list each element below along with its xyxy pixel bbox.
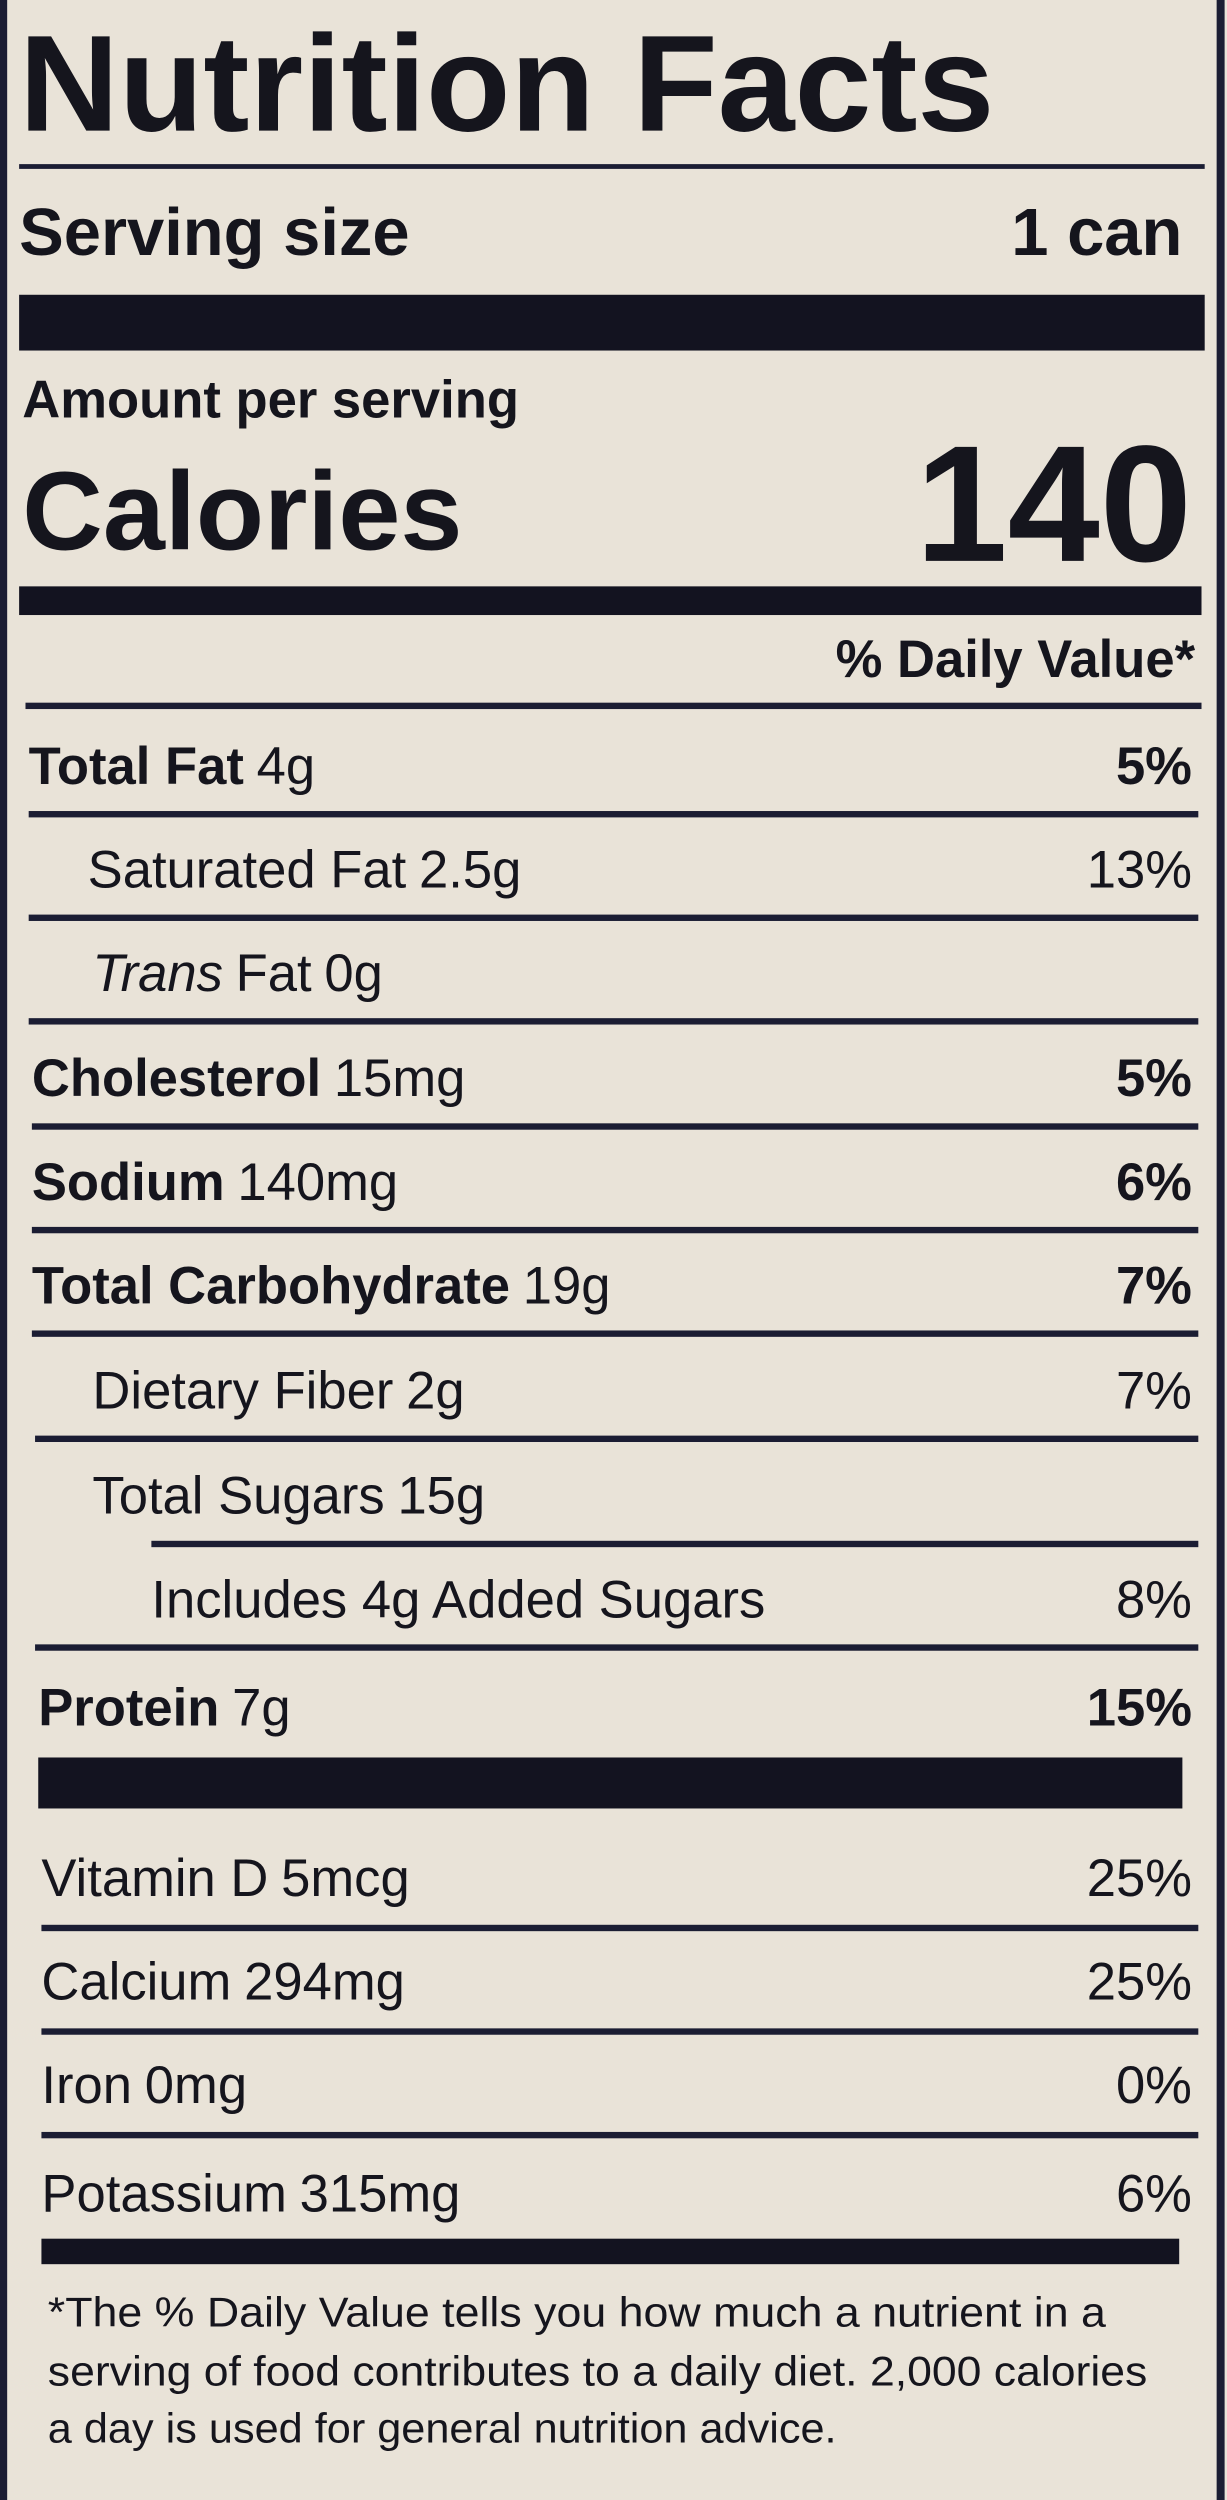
nutrient-row: Iron 0mg	[41, 2056, 247, 2115]
nutrient-name: Includes 4g Added Sugars	[151, 1570, 765, 1629]
rule	[25, 702, 1202, 710]
nutrient-name: Potassium	[41, 2165, 286, 2224]
nutrient-amount: 4g	[257, 737, 315, 796]
medium-bar	[19, 586, 1202, 616]
nutrient-prefix: Trans	[92, 944, 223, 1003]
calories-value: 140	[915, 412, 1191, 597]
nutrient-amount: 7g	[232, 1679, 290, 1738]
footnote-line: serving of food contributes to a daily d…	[48, 2348, 1148, 2394]
footnote-line: a day is used for general nutrition advi…	[48, 2406, 837, 2452]
nutrient-row: Vitamin D 5mcg	[41, 1849, 409, 1908]
nutrient-row: Total Carbohydrate 19g	[32, 1256, 611, 1315]
nutrient-row: Saturated Fat 2.5g	[88, 841, 522, 900]
rule	[28, 1018, 1199, 1025]
nutrient-amount: 15g	[397, 1467, 485, 1526]
nutrient-amount: 0mg	[145, 2056, 247, 2115]
serving-label: Serving size	[19, 195, 409, 270]
calories-label: Calories	[22, 449, 462, 574]
rule	[31, 1123, 1199, 1130]
nutrient-name: Dietary Fiber	[92, 1362, 393, 1421]
rule	[151, 1540, 1199, 1548]
daily-value: 6%	[1116, 2165, 1192, 2224]
rule	[35, 1435, 1199, 1443]
nutrient-amount: 2g	[406, 1362, 464, 1421]
nutrient-row: Calcium 294mg	[41, 1953, 404, 2012]
rule	[41, 2028, 1199, 2035]
nutrient-row: Potassium 315mg	[41, 2165, 460, 2224]
rule	[28, 914, 1199, 921]
daily-value: 7%	[1116, 1362, 1192, 1421]
rule	[19, 164, 1205, 169]
nutrient-row: Dietary Fiber 2g	[92, 1362, 464, 1421]
daily-value: 5%	[1116, 1049, 1192, 1108]
rule	[35, 1644, 1199, 1651]
nutrient-amount: 294mg	[244, 1953, 405, 2012]
nutrient-amount: 140mg	[237, 1153, 398, 1212]
nutrient-name: Vitamin D	[41, 1849, 268, 1908]
nutrient-name: Saturated Fat	[88, 841, 407, 900]
dv-header: % Daily Value*	[836, 630, 1196, 689]
nutrient-name: Iron	[41, 2056, 132, 2115]
rule	[41, 2131, 1199, 2139]
serving-value: 1 can	[1011, 195, 1182, 270]
nutrient-row: Sodium 140mg	[32, 1153, 398, 1212]
thick-bar	[19, 294, 1205, 351]
medium-bar	[41, 2238, 1180, 2265]
amount-per-serving: Amount per serving	[22, 370, 519, 429]
nutrient-amount: 5mcg	[281, 1849, 410, 1908]
daily-value: 8%	[1116, 1570, 1192, 1629]
nutrient-name: Total Sugars	[92, 1467, 384, 1526]
daily-value: 25%	[1087, 1849, 1192, 1908]
nutrient-amount: 0g	[324, 944, 382, 1003]
daily-value: 0%	[1116, 2056, 1192, 2115]
rule	[31, 1226, 1199, 1234]
nutrient-name: Sodium	[32, 1153, 225, 1212]
daily-value: 25%	[1087, 1953, 1192, 2012]
rule	[28, 811, 1199, 818]
nutrient-amount: 15mg	[334, 1049, 466, 1108]
nutrient-amount: 2.5g	[419, 841, 521, 900]
nutrient-name: Calcium	[41, 1953, 231, 2012]
daily-value: 5%	[1116, 737, 1192, 796]
nutrient-name: Total Carbohydrate	[32, 1256, 510, 1315]
nutrient-amount: 315mg	[300, 2165, 461, 2224]
rule	[41, 1924, 1199, 1932]
footnote-line: *The % Daily Value tells you how much a …	[48, 2289, 1107, 2335]
rule	[31, 1330, 1199, 1337]
nutrient-name: Cholesterol	[32, 1049, 321, 1108]
thick-bar	[38, 1757, 1183, 1809]
nutrient-name: Total Fat	[29, 737, 244, 796]
nutrient-amount: 19g	[523, 1256, 611, 1315]
title: Nutrition Facts	[19, 8, 994, 161]
nutrient-row: Protein 7g	[38, 1679, 290, 1738]
nutrient-row: Trans Fat 0g	[92, 944, 382, 1003]
daily-value: 15%	[1087, 1679, 1192, 1738]
daily-value: 13%	[1087, 841, 1192, 900]
nutrient-row: Cholesterol 15mg	[32, 1049, 466, 1108]
daily-value: 6%	[1116, 1153, 1192, 1212]
daily-value: 7%	[1116, 1256, 1192, 1315]
nutrient-row: Total Fat 4g	[29, 737, 315, 796]
nutrient-row: Includes 4g Added Sugars	[151, 1570, 765, 1629]
nutrient-name: Fat	[236, 944, 312, 1003]
nutrient-row: Total Sugars 15g	[92, 1467, 485, 1526]
nutrient-name: Protein	[38, 1679, 219, 1738]
